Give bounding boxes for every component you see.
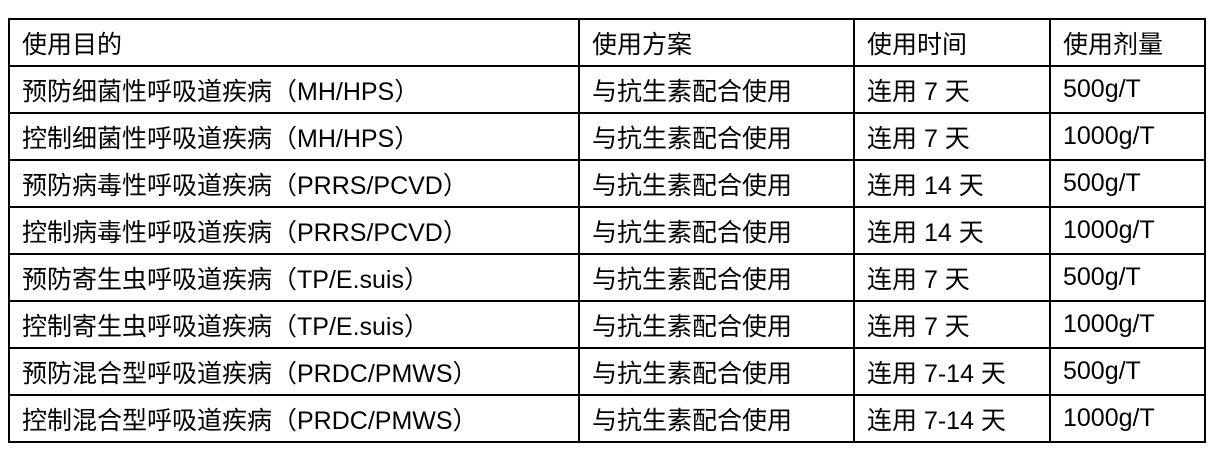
cell-purpose: 预防混合型呼吸道疾病（PRDC/PMWS） [8,347,580,396]
table-row: 预防混合型呼吸道疾病（PRDC/PMWS） 与抗生素配合使用 连用 7-14 天 50… [8,347,1206,396]
cell-dosage: 1000g/T [1049,206,1206,255]
table-row: 预防病毒性呼吸道疾病（PRRS/PCVD） 与抗生素配合使用 连用 14 天 500g… [8,159,1206,208]
table-row: 预防寄生虫呼吸道疾病（TP/E.suis） 与抗生素配合使用 连用 7 天 500g/… [8,253,1206,302]
cell-duration: 连用 7 天 [853,253,1051,302]
cell-purpose: 预防寄生虫呼吸道疾病（TP/E.suis） [8,253,580,302]
cell-dosage: 1000g/T [1049,112,1206,161]
cell-dosage: 500g/T [1049,347,1206,396]
cell-dosage: 500g/T [1049,65,1206,114]
cell-plan: 与抗生素配合使用 [578,253,855,302]
cell-purpose: 预防病毒性呼吸道疾病（PRRS/PCVD） [8,159,580,208]
cell-dosage: 1000g/T [1049,394,1206,443]
cell-purpose: 控制混合型呼吸道疾病（PRDC/PMWS） [8,394,580,443]
cell-dosage: 500g/T [1049,159,1206,208]
table-row: 控制寄生虫呼吸道疾病（TP/E.suis） 与抗生素配合使用 连用 7 天 1000g… [8,300,1206,349]
cell-plan: 与抗生素配合使用 [578,112,855,161]
table-row: 控制细菌性呼吸道疾病（MH/HPS） 与抗生素配合使用 连用 7 天 1000g/T [8,112,1206,161]
cell-plan: 与抗生素配合使用 [578,300,855,349]
table-row: 控制混合型呼吸道疾病（PRDC/PMWS） 与抗生素配合使用 连用 7-14 天 10… [8,394,1206,443]
cell-duration: 连用 7-14 天 [853,347,1051,396]
table-body: 使用目的 使用方案 使用时间 使用剂量 预防细菌性呼吸道疾病（MH/HPS） 与抗… [8,18,1206,443]
cell-purpose: 控制寄生虫呼吸道疾病（TP/E.suis） [8,300,580,349]
header-row: 使用目的 使用方案 使用时间 使用剂量 [8,18,1206,67]
header-plan: 使用方案 [578,18,855,67]
header-purpose: 使用目的 [8,18,580,67]
table-row: 预防细菌性呼吸道疾病（MH/HPS） 与抗生素配合使用 连用 7 天 500g/T [8,65,1206,114]
table-row: 控制病毒性呼吸道疾病（PRRS/PCVD） 与抗生素配合使用 连用 14 天 1000… [8,206,1206,255]
cell-plan: 与抗生素配合使用 [578,394,855,443]
header-duration: 使用时间 [853,18,1051,67]
cell-duration: 连用 7 天 [853,65,1051,114]
header-dosage: 使用剂量 [1049,18,1206,67]
dosage-table: 使用目的 使用方案 使用时间 使用剂量 预防细菌性呼吸道疾病（MH/HPS） 与抗… [8,18,1206,443]
cell-plan: 与抗生素配合使用 [578,206,855,255]
cell-purpose: 控制病毒性呼吸道疾病（PRRS/PCVD） [8,206,580,255]
cell-duration: 连用 14 天 [853,206,1051,255]
cell-duration: 连用 7-14 天 [853,394,1051,443]
cell-plan: 与抗生素配合使用 [578,159,855,208]
cell-duration: 连用 14 天 [853,159,1051,208]
cell-dosage: 500g/T [1049,253,1206,302]
cell-purpose: 预防细菌性呼吸道疾病（MH/HPS） [8,65,580,114]
cell-purpose: 控制细菌性呼吸道疾病（MH/HPS） [8,112,580,161]
cell-duration: 连用 7 天 [853,300,1051,349]
cell-plan: 与抗生素配合使用 [578,65,855,114]
cell-duration: 连用 7 天 [853,112,1051,161]
cell-dosage: 1000g/T [1049,300,1206,349]
cell-plan: 与抗生素配合使用 [578,347,855,396]
